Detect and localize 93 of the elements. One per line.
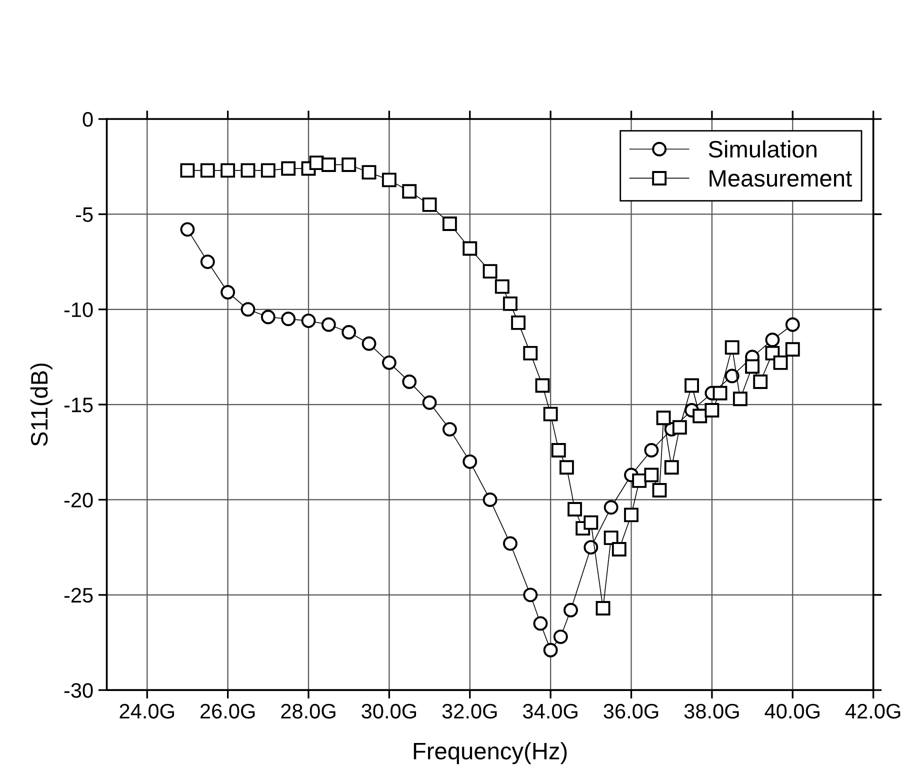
point <box>724 340 740 355</box>
point <box>652 482 667 498</box>
point <box>180 222 195 237</box>
point <box>604 530 618 546</box>
point <box>564 602 578 618</box>
y-tick-label: -15 <box>64 398 93 412</box>
point <box>482 492 498 507</box>
point <box>584 540 598 555</box>
point <box>281 312 296 326</box>
point <box>482 264 498 279</box>
x-tick-label: 36.0G <box>604 704 658 719</box>
point <box>553 630 568 644</box>
point <box>664 460 679 475</box>
point <box>523 588 538 602</box>
point <box>568 502 582 516</box>
point <box>785 342 800 357</box>
point <box>785 317 800 332</box>
point <box>596 601 610 616</box>
point <box>511 315 526 330</box>
point <box>342 157 356 172</box>
y-tick-label: -20 <box>64 492 93 508</box>
point <box>321 317 336 332</box>
point <box>503 536 518 551</box>
point <box>632 473 647 488</box>
point <box>382 355 396 370</box>
point <box>644 443 659 458</box>
point <box>494 279 510 294</box>
point <box>724 368 740 384</box>
point <box>535 378 550 393</box>
y-tick-label: -5 <box>76 207 93 222</box>
point <box>200 163 215 178</box>
point <box>533 616 548 631</box>
x-tick-label: 28.0G <box>281 704 336 719</box>
x-tick-label: 24.0G <box>120 704 174 719</box>
x-tick-label: 30.0G <box>362 704 416 719</box>
point <box>422 395 437 410</box>
point <box>753 374 768 389</box>
point <box>656 410 671 426</box>
point <box>240 302 256 317</box>
point <box>442 422 457 437</box>
point <box>362 165 376 180</box>
y-tick-label: -25 <box>64 588 93 603</box>
x-tick-label: 42.0G <box>845 704 900 719</box>
y-axis-title: S11(dB) <box>30 364 52 446</box>
point <box>732 392 748 406</box>
point <box>260 310 276 324</box>
x-tick-label: 26.0G <box>200 704 255 719</box>
point <box>672 420 687 435</box>
point <box>200 254 215 270</box>
point <box>462 454 478 469</box>
y-tick-label: -10 <box>64 302 93 318</box>
point <box>402 374 417 389</box>
point <box>442 216 457 231</box>
point <box>559 460 574 475</box>
point <box>240 163 256 178</box>
point <box>604 500 618 515</box>
point <box>523 346 538 360</box>
point <box>624 508 638 522</box>
point <box>584 515 598 530</box>
point <box>612 542 626 556</box>
y-tick-label: 0 <box>82 112 93 127</box>
point <box>301 314 316 328</box>
y-tick-label: -30 <box>64 683 93 698</box>
point <box>644 468 659 482</box>
point <box>503 296 518 311</box>
x-axis-title: Frequency(Hz) <box>414 742 567 764</box>
point <box>462 241 478 256</box>
point <box>704 403 720 418</box>
point <box>773 355 788 370</box>
legend-label: Simulation <box>708 140 816 158</box>
point <box>402 184 417 199</box>
point <box>342 325 356 340</box>
point <box>180 163 195 178</box>
x-tick-label: 38.0G <box>684 704 739 719</box>
point <box>321 157 336 172</box>
x-tick-label: 34.0G <box>522 704 578 719</box>
point <box>543 642 558 658</box>
point <box>712 386 728 400</box>
point <box>551 443 566 458</box>
point <box>362 336 376 351</box>
point <box>745 359 760 374</box>
x-tick-label: 40.0G <box>764 704 820 719</box>
legend-label: Measurement <box>710 170 852 187</box>
point <box>765 332 780 348</box>
point <box>220 163 236 178</box>
point <box>422 197 437 212</box>
point <box>684 378 700 393</box>
point <box>382 172 396 188</box>
point <box>281 161 296 176</box>
point <box>543 406 558 422</box>
x-tick-label: 32.0G <box>442 704 497 719</box>
point <box>220 285 236 300</box>
point <box>260 163 276 178</box>
